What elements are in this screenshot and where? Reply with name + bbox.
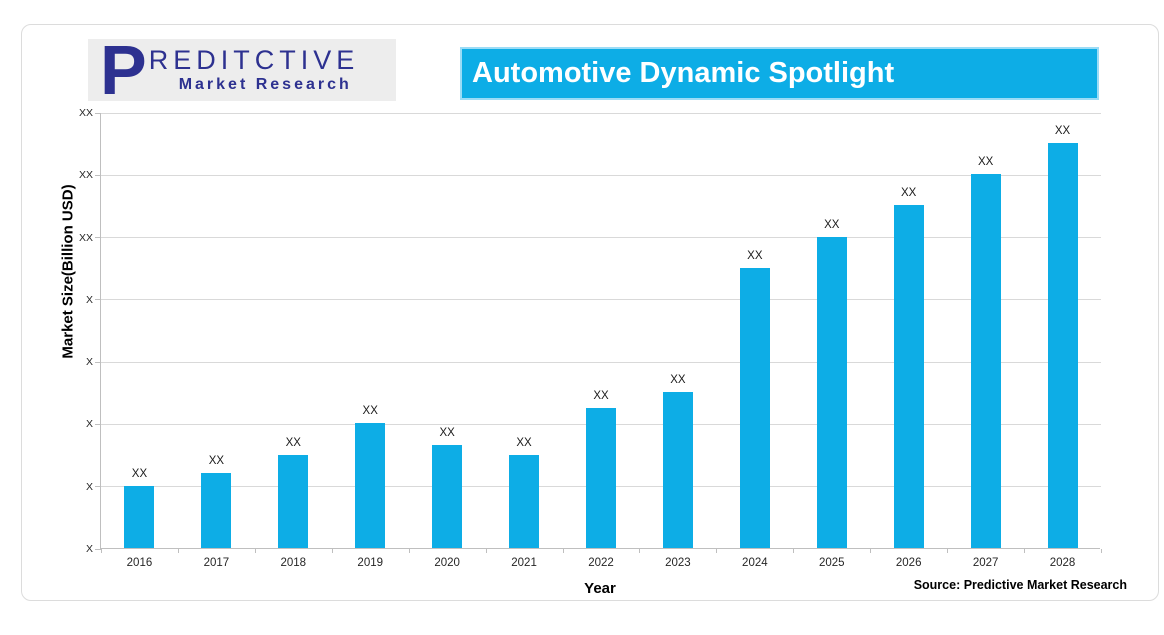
bar-value-label: XX xyxy=(285,436,301,449)
bar-value-label: XX xyxy=(1054,125,1071,138)
bar xyxy=(355,423,386,548)
x-tick-label: 2025 xyxy=(818,557,845,569)
x-axis-tick xyxy=(870,549,872,553)
bar-value-label: XX xyxy=(901,187,917,200)
bar-value-label: XX xyxy=(516,436,532,449)
x-axis-tick xyxy=(947,549,949,553)
logo: P REDITCTIVE Market Research xyxy=(88,31,396,109)
logo-p-mark: P xyxy=(100,31,147,109)
x-tick-label: 2022 xyxy=(588,557,614,569)
plot-area: X X X X X XX XX XX XX 2016 XX 2017 XX 2018 XX 2019 XX 202… xyxy=(79,107,1102,569)
y-axis-tick xyxy=(95,237,101,239)
x-axis-tick xyxy=(639,549,641,553)
bar-value-label: XX xyxy=(439,427,455,440)
bar xyxy=(1047,143,1078,548)
x-axis-title: Year xyxy=(584,580,616,597)
gridline xyxy=(101,237,1101,239)
x-axis-tick xyxy=(254,549,256,553)
x-tick-label: 2017 xyxy=(203,557,230,569)
bar-value-label: XX xyxy=(824,218,840,231)
y-axis-tick xyxy=(95,299,101,301)
bar-value-label: XX xyxy=(670,374,686,387)
y-tick-label: X xyxy=(85,418,93,431)
x-tick-label: 2023 xyxy=(665,557,691,569)
bar xyxy=(201,473,232,548)
logo-text: REDITCTIVE Market Research xyxy=(149,45,360,95)
bar xyxy=(662,392,693,548)
gridline xyxy=(101,112,1101,114)
y-axis-tick xyxy=(95,361,101,363)
x-axis-tick xyxy=(562,549,564,553)
logo-company-name: REDITCTIVE xyxy=(148,45,360,75)
bar xyxy=(739,267,770,548)
x-axis-tick xyxy=(331,549,333,553)
bar-value-label: XX xyxy=(362,405,378,418)
bar-value-label: XX xyxy=(208,455,225,468)
x-tick-label: 2026 xyxy=(895,557,922,569)
y-tick-label: XX xyxy=(78,107,93,119)
bar xyxy=(586,407,616,548)
y-tick-label: X xyxy=(85,480,93,493)
y-axis-tick xyxy=(95,112,101,114)
x-tick-label: 2024 xyxy=(742,557,768,569)
x-axis-tick xyxy=(485,549,487,553)
logo-tagline: Market Research xyxy=(178,76,352,93)
bar-value-label: XX xyxy=(593,389,609,402)
x-tick-label: 2021 xyxy=(511,557,537,569)
y-tick-label: XX xyxy=(78,231,93,244)
source-note: Source: Predictive Market Research xyxy=(913,578,1127,592)
x-tick-label: 2020 xyxy=(434,557,460,569)
bar xyxy=(432,445,463,548)
y-axis-tick xyxy=(95,486,101,488)
bar xyxy=(893,205,924,548)
x-axis-tick xyxy=(177,549,179,553)
bar xyxy=(816,236,847,548)
page-border xyxy=(21,24,1159,601)
x-tick-label: 2018 xyxy=(280,557,307,569)
bar xyxy=(509,454,540,548)
x-tick-label: 2028 xyxy=(1049,557,1076,569)
bar xyxy=(278,454,309,548)
x-axis-tick xyxy=(716,549,718,553)
bar-value-label: XX xyxy=(747,249,763,262)
gridline xyxy=(101,299,1101,301)
bar-value-label: XX xyxy=(977,156,994,169)
y-tick-label: X xyxy=(85,356,93,369)
bar xyxy=(124,485,155,548)
bar xyxy=(970,174,1001,548)
chart-title-banner: Automotive Dynamic Spotlight xyxy=(460,47,1099,100)
y-axis-tick xyxy=(95,174,101,176)
bar-value-label: XX xyxy=(131,467,148,480)
x-axis-tick xyxy=(1024,549,1026,553)
x-axis-tick xyxy=(101,549,102,553)
x-axis-tick xyxy=(408,549,410,553)
x-tick-label: 2016 xyxy=(126,557,153,569)
y-axis-tick xyxy=(95,423,101,425)
chart-title: Automotive Dynamic Spotlight xyxy=(472,57,895,89)
x-tick-label: 2019 xyxy=(357,557,384,569)
y-tick-label: X xyxy=(85,293,93,306)
x-tick-label: 2027 xyxy=(972,557,999,569)
y-tick-label: X xyxy=(85,543,93,555)
y-tick-label: XX xyxy=(78,169,93,182)
x-axis-tick xyxy=(793,549,795,553)
y-axis-tick xyxy=(95,548,101,550)
x-axis-tick xyxy=(1101,549,1102,553)
gridline xyxy=(101,361,1101,363)
gridline xyxy=(101,174,1101,176)
